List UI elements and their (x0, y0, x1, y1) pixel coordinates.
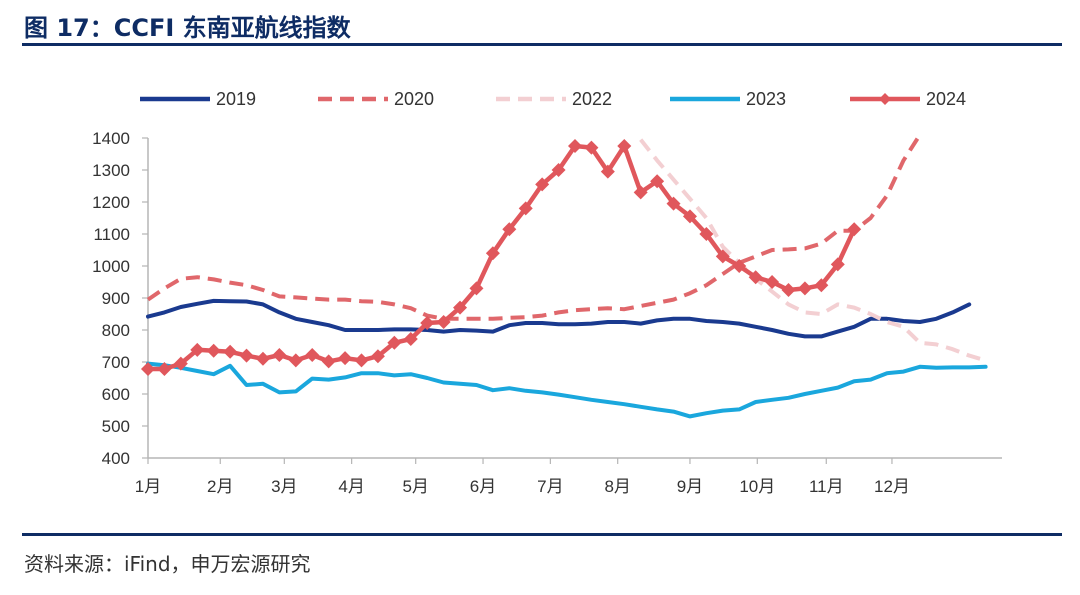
data-point-2024 (568, 139, 582, 153)
data-point-2024 (272, 347, 287, 362)
data-point-2024 (682, 209, 697, 224)
x-tick-label: 1月 (135, 477, 161, 496)
y-tick-label: 400 (102, 449, 130, 468)
y-tick-label: 1200 (92, 193, 130, 212)
data-point-2024 (617, 139, 632, 153)
legend-item-2024: 2024 (850, 89, 966, 109)
series-line-2023 (146, 361, 988, 419)
x-tick-label: 7月 (537, 477, 563, 496)
y-tick-label: 1100 (93, 225, 130, 244)
data-point-2024 (173, 356, 188, 371)
data-point-2024 (469, 281, 484, 296)
x-tick-label: 11月 (809, 477, 844, 496)
data-point-2024 (666, 196, 681, 211)
data-point-2024 (650, 174, 665, 189)
series-line-2019 (146, 298, 972, 339)
legend-marker (879, 93, 891, 105)
y-tick-label: 800 (102, 321, 130, 340)
data-point-2024 (732, 259, 747, 273)
x-tick-label: 5月 (402, 477, 428, 496)
data-point-2024 (239, 348, 254, 363)
data-point-2024 (814, 278, 829, 293)
legend-item-2022: 2022 (496, 89, 612, 109)
data-point-2024 (338, 351, 353, 366)
data-point-2024 (436, 315, 451, 329)
y-tick-label: 1300 (92, 161, 130, 180)
data-point-2024 (584, 140, 599, 155)
chart-markers (141, 139, 862, 377)
data-point-2024 (633, 185, 648, 200)
data-point-2024 (206, 343, 221, 358)
data-point-2024 (255, 351, 270, 366)
data-point-2024 (699, 227, 714, 241)
data-point-2024 (765, 275, 780, 289)
data-point-2024 (387, 335, 402, 350)
x-tick-label: 9月 (677, 477, 703, 496)
data-point-2024 (370, 349, 385, 364)
x-tick-label: 12月 (874, 477, 910, 496)
data-point-2024 (715, 249, 730, 264)
legend-item-2019: 2019 (140, 89, 256, 109)
data-point-2024 (551, 163, 566, 177)
x-tick-label: 4月 (338, 477, 364, 496)
data-point-2024 (485, 246, 500, 261)
data-point-2024 (223, 344, 238, 359)
series-line-2020 (146, 133, 922, 321)
legend-label: 2022 (572, 89, 612, 109)
data-point-2024 (354, 353, 369, 368)
data-point-2024 (420, 315, 435, 330)
footer-divider (22, 533, 1062, 536)
x-tick-label: 8月 (604, 477, 630, 496)
chart-axes: 400 500 600 700 800 900 1000 1100 1200 1300 1400 1月… (92, 129, 1002, 496)
data-point-2024 (305, 347, 320, 362)
data-point-2024 (797, 281, 812, 296)
chart-legend: 2019 2020 2022 2023 2024 (140, 89, 966, 109)
legend-item-2020: 2020 (318, 89, 434, 109)
x-tick-label: 2月 (207, 477, 233, 496)
y-tick-label: 600 (102, 385, 130, 404)
title-divider (22, 43, 1062, 46)
data-point-2024 (535, 177, 550, 192)
x-tick-label: 3月 (271, 477, 297, 496)
x-tick-label: 6月 (470, 477, 496, 496)
data-point-2024 (288, 353, 303, 368)
chart-title: 图 17：CCFI 东南亚航线指数 (24, 14, 351, 42)
data-point-2024 (600, 164, 615, 179)
data-point-2024 (321, 354, 336, 369)
data-point-2024 (830, 257, 845, 272)
data-point-2024 (403, 331, 418, 346)
y-tick-label: 700 (102, 353, 130, 372)
data-point-2024 (157, 362, 172, 377)
legend-label: 2020 (394, 89, 434, 109)
data-point-2024 (141, 362, 155, 377)
data-point-2024 (518, 201, 533, 216)
legend-item-2023: 2023 (670, 89, 786, 109)
x-tick-label: 10月 (739, 477, 775, 496)
y-tick-label: 900 (102, 289, 130, 308)
data-point-2024 (502, 222, 517, 237)
source-note: 资料来源：iFind，申万宏源研究 (24, 552, 311, 576)
legend-label: 2024 (926, 89, 966, 109)
data-point-2024 (847, 222, 862, 237)
data-point-2024 (748, 270, 763, 285)
legend-label: 2019 (216, 89, 256, 109)
chart-series (145, 133, 988, 419)
data-point-2024 (781, 283, 796, 297)
y-tick-label: 500 (102, 417, 130, 436)
y-tick-label: 1000 (92, 257, 130, 276)
y-tick-label: 1400 (92, 129, 130, 148)
data-point-2024 (190, 342, 205, 357)
legend-label: 2023 (746, 89, 786, 109)
data-point-2024 (453, 300, 468, 315)
series-line-2022 (639, 138, 987, 363)
